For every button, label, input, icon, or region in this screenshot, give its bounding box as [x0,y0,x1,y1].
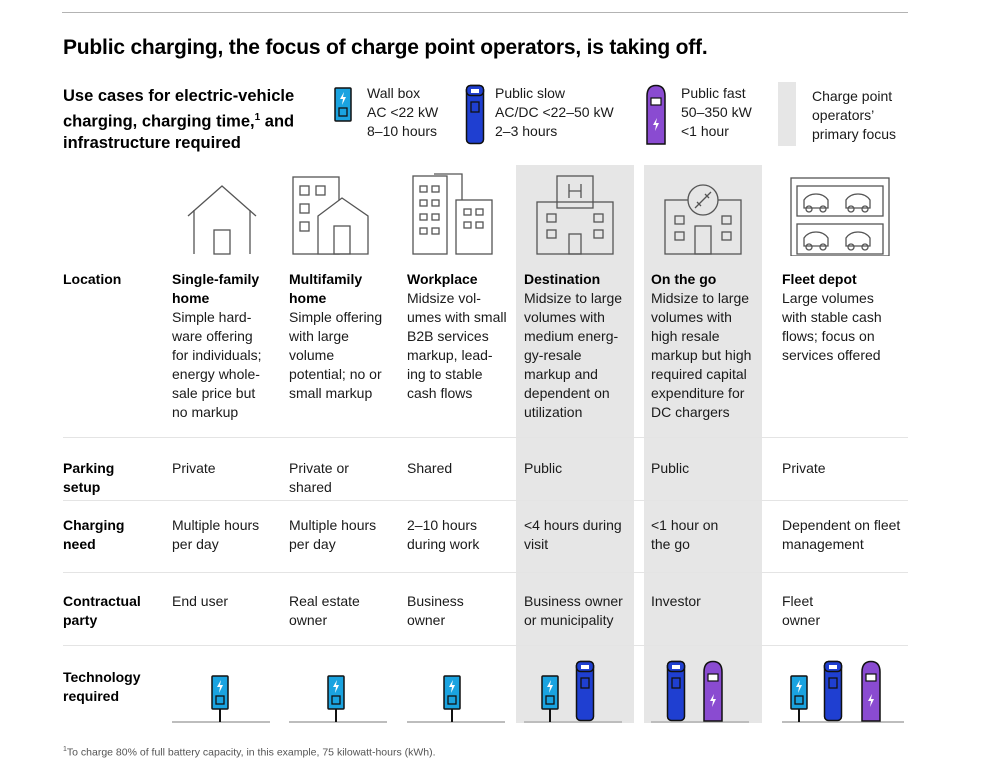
subtitle-footnote-mark: 1 [254,112,261,123]
ground-line [407,721,505,723]
location-desc-workplace: Midsize vol-umes with small B2B services… [407,290,507,401]
charging-multifamily: Multiple hours per day [289,517,377,552]
apartment-building-icon [292,176,369,255]
footnote-mark: 1 [63,746,67,753]
location-desc-multifamily: Simple offering with large volume potent… [289,309,383,401]
legend-wall-box: Wall box AC <22 kW 8–10 hours [367,84,438,141]
parking-destination: Public [524,460,563,476]
row-label-contractual: Contractual party [63,593,141,628]
service-station-icon [664,184,742,255]
legend-public-fast-power: 50–350 kW [681,104,752,120]
footnote-text: To charge 80% of full battery capacity, … [66,746,436,759]
legend-public-slow-time: 2–3 hours [495,123,558,139]
wall-box-charger-icon [334,87,352,122]
charging-destination: <4 hours during visit [524,517,622,552]
party-fleet-depot: Fleet owner [782,593,821,628]
parking-single-family: Private [172,460,216,476]
ground-line [782,721,904,723]
location-desc-single-family: Simple hard-ware offering for individual… [172,309,262,420]
public-slow-charger-icon [666,660,686,722]
parking-on-the-go: Public [651,460,690,476]
subtitle: Use cases for electric-vehicle charging,… [63,86,333,154]
location-desc-destination: Midsize to large volumes with medium ene… [524,290,623,420]
legend-public-slow: Public slow AC/DC <22–50 kW 2–3 hours [495,84,614,141]
column-title-text: Destination [524,271,601,287]
house-icon [187,185,257,255]
column-title-single-family: Single-family home [172,270,272,308]
legend-wall-box-power: AC <22 kW [367,104,439,120]
column-title-text: Fleet depot [782,271,857,287]
focus-swatch [778,82,796,146]
legend-public-slow-title: Public slow [495,85,566,101]
party-single-family: End user [172,593,229,609]
column-title-workplace: Workplace [407,270,507,289]
location-desc-fleet-depot: Large volumes with stable cash flows; fo… [782,290,882,363]
subtitle-text: Use cases for electric-vehicle charging,… [63,87,295,131]
wall-box-charger-icon [790,675,808,722]
row-label-parking: Parking setup [63,460,115,495]
legend-focus-line1: Charge point [812,88,893,104]
legend-public-fast: Public fast 50–350 kW <1 hour [681,84,752,141]
public-fast-charger-icon [646,84,666,145]
legend-public-fast-time: <1 hour [681,123,729,139]
public-slow-charger-icon [575,660,595,722]
party-on-the-go: Investor [651,593,701,609]
row-divider [63,572,908,573]
charging-on-the-go: <1 hour on the go [651,517,719,552]
legend-focus: Charge point operators’ primary focus [812,87,896,144]
legend-focus-line3: primary focus [812,126,897,142]
row-divider [63,645,908,646]
ground-line [289,721,387,723]
legend-focus-line2: operators’ [812,107,875,123]
ground-line [651,721,749,723]
focus-column-on-the-go [644,165,762,723]
wall-box-charger-icon [211,675,229,722]
legend-public-slow-power: AC/DC <22–50 kW [495,104,614,120]
charging-workplace: 2–10 hours during work [407,517,480,552]
row-label-technology: Technology required [63,669,141,704]
public-slow-charger-icon [823,660,843,722]
row-divider [63,437,908,438]
party-destination: Business owner or municipality [524,593,623,628]
row-label-charging: Charging need [63,517,125,552]
ground-line [524,721,622,723]
party-multifamily: Real estate owner [289,593,360,628]
wall-box-charger-icon [443,675,461,722]
column-title-text: Workplace [407,271,478,287]
column-title-text: Single-family home [172,271,260,306]
column-title-multifamily: Multifamily home [289,270,389,308]
location-desc-on-the-go: Midsize to large volumes with high resal… [651,290,752,420]
wall-box-charger-icon [327,675,345,722]
public-fast-charger-icon [861,660,881,722]
public-fast-charger-icon [703,660,723,722]
charging-fleet-depot: Dependent on fleet management [782,517,901,552]
legend-wall-box-time: 8–10 hours [367,123,438,139]
parking-workplace: Shared [407,460,453,476]
column-title-text: On the go [651,271,717,287]
subtitle-text-2: and infrastructure required [63,112,295,152]
focus-column-destination [516,165,634,723]
office-buildings-icon [412,173,493,255]
column-title-fleet-depot: Fleet depot [782,270,892,289]
footnote: 1To charge 80% of full battery capacity,… [63,746,436,759]
legend-public-fast-title: Public fast [681,85,746,101]
charging-single-family: Multiple hours per day [172,517,260,552]
public-slow-charger-icon [465,84,485,145]
column-title-text: Multifamily home [289,271,363,306]
parking-fleet-depot: Private [782,460,826,476]
parking-multifamily: Private or shared [289,460,349,495]
hotel-icon [536,175,614,255]
top-rule [62,12,908,13]
row-divider [63,500,908,501]
headline: Public charging, the focus of charge poi… [63,36,708,59]
legend-wall-box-title: Wall box [367,85,421,101]
party-workplace: Business owner [407,593,464,628]
column-title-destination: Destination [524,270,632,289]
column-title-on-the-go: On the go [651,270,759,289]
fleet-garage-icon [790,177,890,256]
row-label-location: Location [63,271,122,287]
ground-line [172,721,270,723]
wall-box-charger-icon [541,675,559,722]
